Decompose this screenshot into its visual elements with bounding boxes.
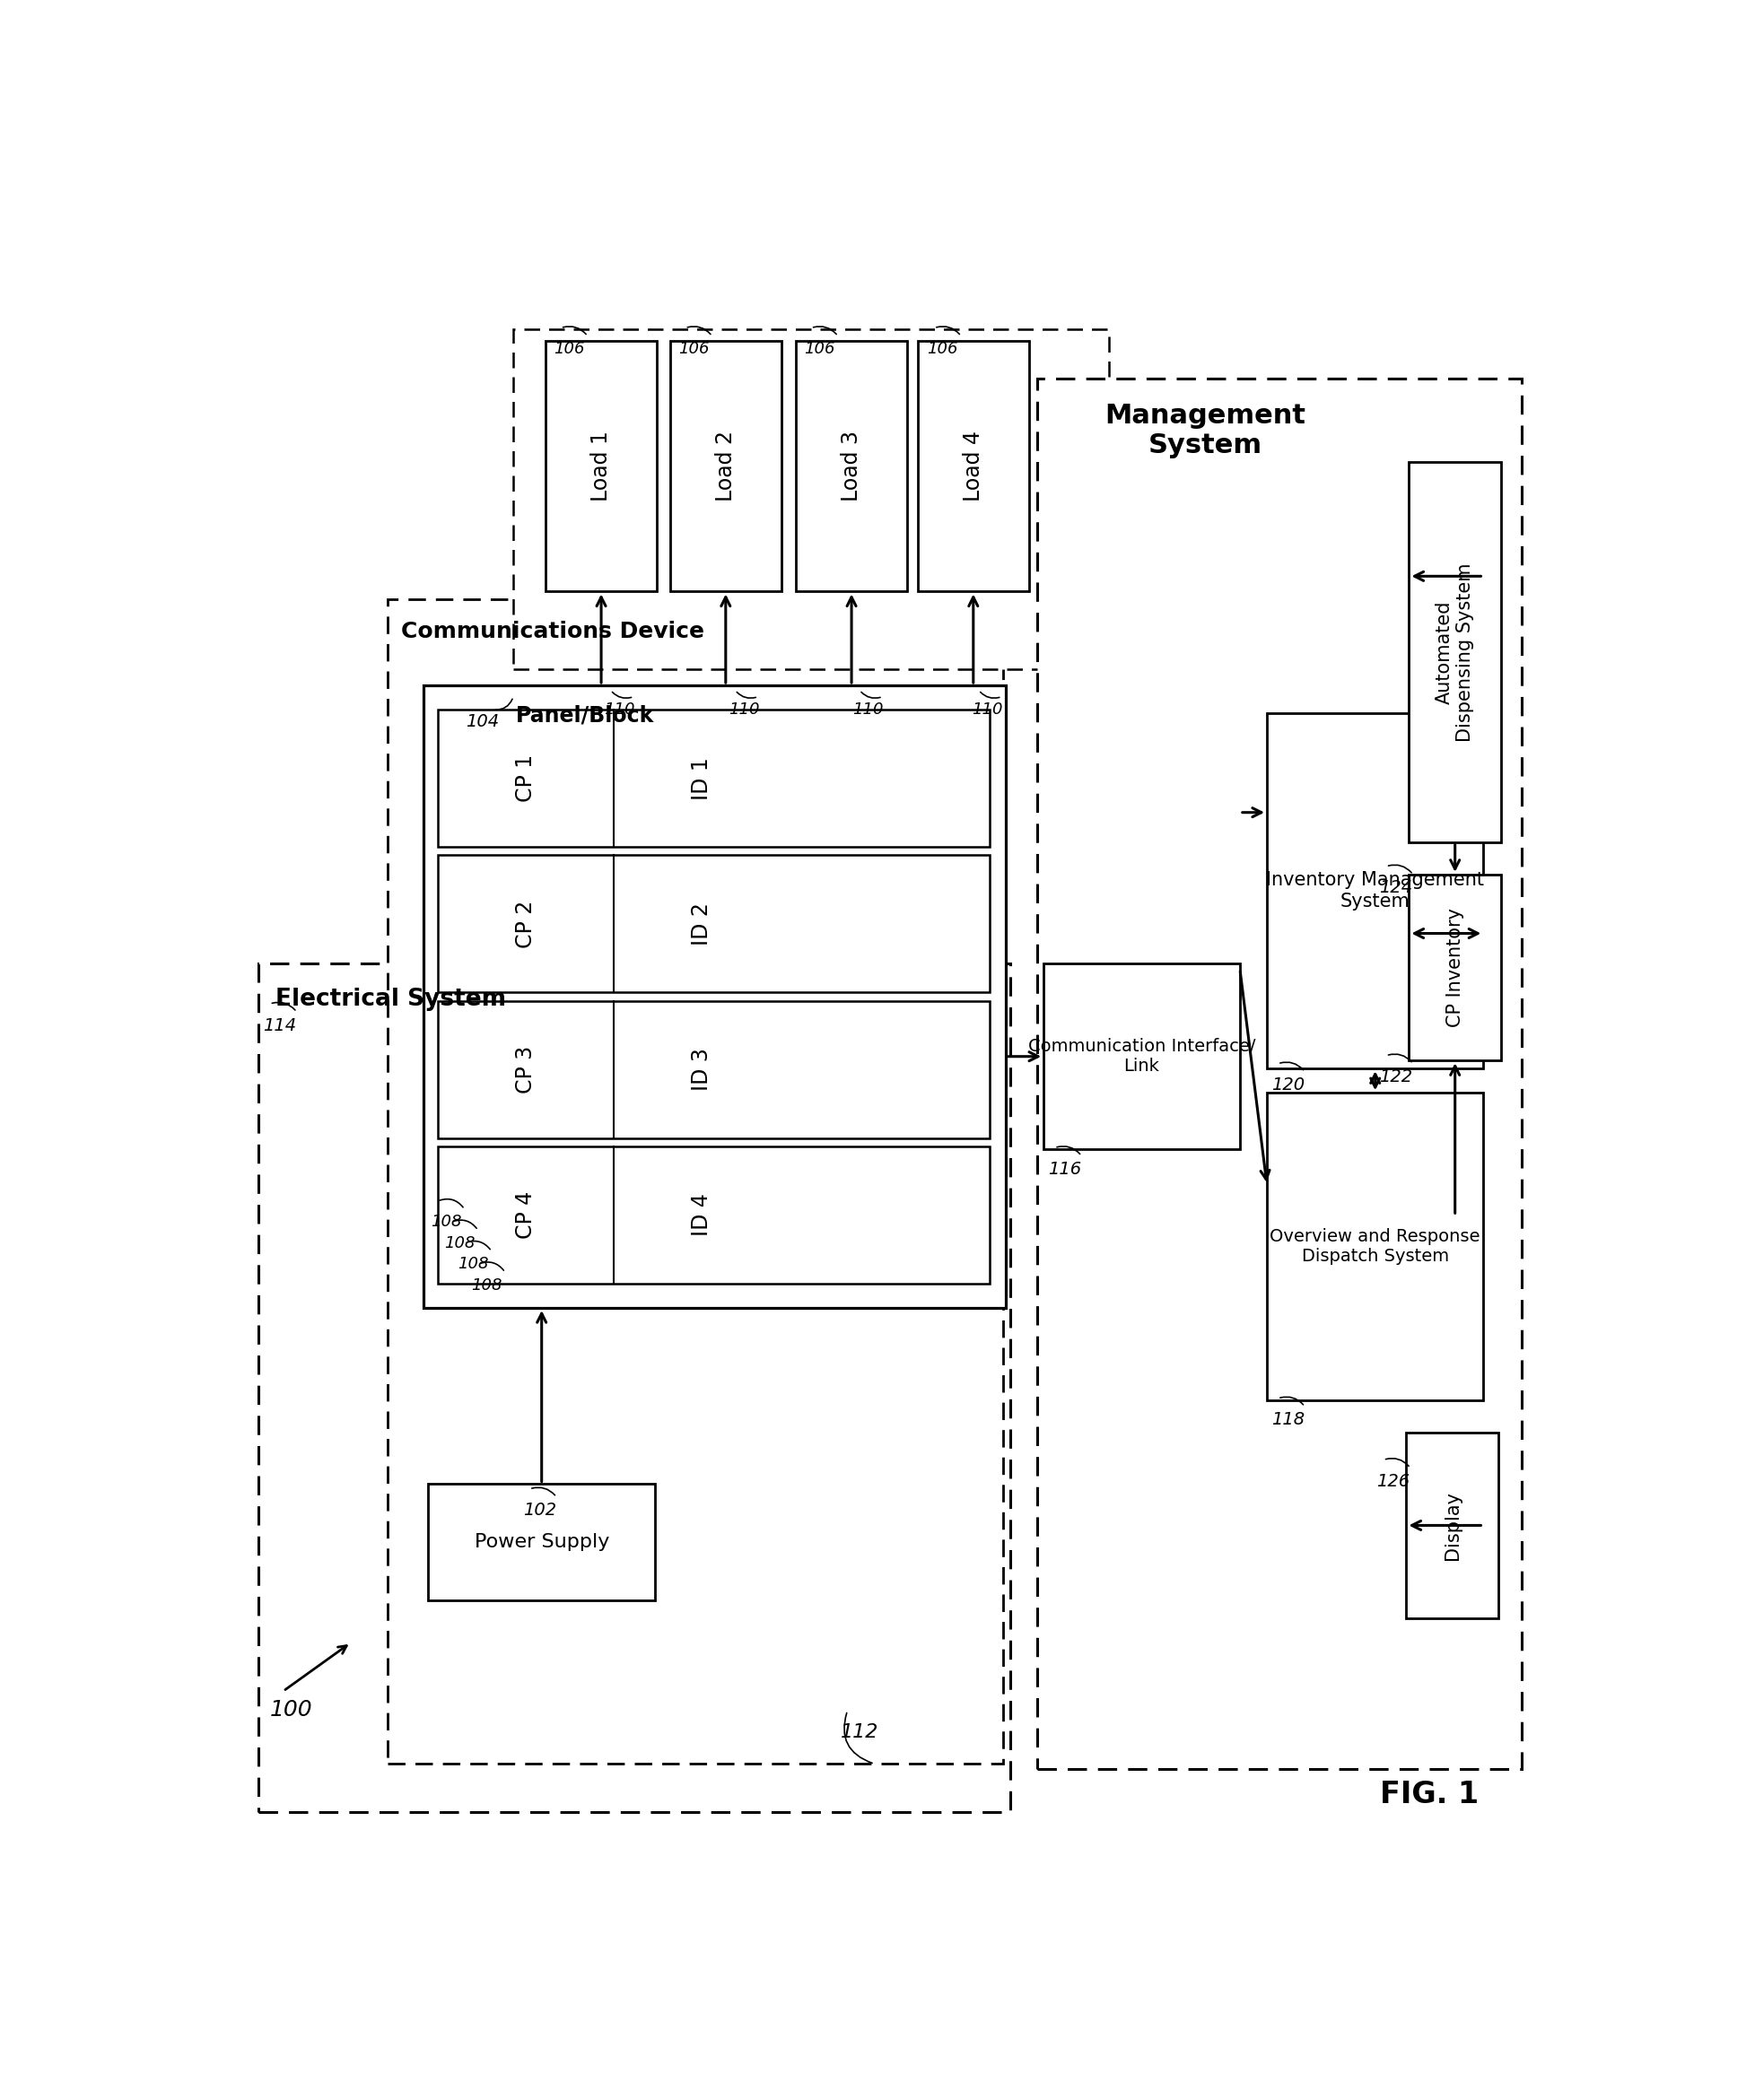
Text: Electrical System: Electrical System [276,987,506,1010]
Text: 110: 110 [852,701,883,718]
Bar [546,340,656,592]
Text: 106: 106 [927,340,959,357]
Text: 106: 106 [805,340,835,357]
Bar [438,710,990,846]
Text: Inventory Management
System: Inventory Management System [1266,872,1484,909]
Text: 110: 110 [604,701,636,718]
Bar [918,340,1028,592]
Text: 112: 112 [842,1724,878,1741]
Text: Automated
Dispensing System: Automated Dispensing System [1435,563,1474,741]
Text: CP Inventory: CP Inventory [1446,907,1463,1027]
Bar [1037,378,1521,1768]
Text: 124: 124 [1379,880,1413,897]
Text: 104: 104 [466,712,499,731]
Text: Load 1: Load 1 [590,430,611,502]
Bar [1409,874,1502,1060]
Text: 122: 122 [1379,1069,1413,1086]
Bar [438,1002,990,1138]
Text: CP 3: CP 3 [515,1046,536,1094]
Text: 102: 102 [522,1502,555,1518]
Bar [438,855,990,993]
Text: ID 3: ID 3 [691,1048,712,1090]
Text: Load 4: Load 4 [962,430,985,502]
Text: 108: 108 [431,1214,461,1231]
Text: CP 4: CP 4 [515,1191,536,1239]
Text: ID 2: ID 2 [691,903,712,945]
Bar [1044,964,1240,1149]
Text: 108: 108 [443,1235,475,1252]
Text: 118: 118 [1271,1411,1304,1428]
Text: 110: 110 [973,701,1002,718]
Bar [1406,1432,1498,1619]
Bar [388,601,1002,1764]
Text: Communications Device: Communications Device [402,622,704,643]
Text: 100: 100 [269,1699,313,1720]
Text: Panel/Block: Panel/Block [517,706,655,727]
Bar [428,1485,655,1600]
Text: 120: 120 [1271,1077,1304,1094]
Text: 106: 106 [679,340,709,357]
Text: Display: Display [1444,1491,1461,1560]
Bar [796,340,906,592]
Bar [1268,1092,1484,1401]
Bar [1409,462,1502,842]
Text: ID 4: ID 4 [691,1193,712,1237]
Bar [424,685,1006,1308]
Text: ID 1: ID 1 [691,756,712,800]
Text: Load 3: Load 3 [842,430,863,502]
Text: Overview and Response
Dispatch System: Overview and Response Dispatch System [1269,1228,1481,1264]
Text: 108: 108 [471,1277,503,1294]
Text: CP 2: CP 2 [515,901,536,947]
Bar [513,330,1109,670]
Text: 110: 110 [728,701,760,718]
Text: CP 1: CP 1 [515,754,536,802]
Text: 114: 114 [264,1016,297,1033]
Bar [1268,712,1484,1069]
Text: 108: 108 [457,1256,489,1273]
Text: Load 2: Load 2 [714,430,737,502]
Text: 116: 116 [1048,1161,1081,1178]
Bar [258,964,1009,1812]
Text: Power Supply: Power Supply [475,1533,609,1552]
Text: Management
System: Management System [1105,403,1306,458]
Bar [438,1147,990,1283]
Bar [670,340,780,592]
Text: 106: 106 [553,340,585,357]
Text: 126: 126 [1376,1472,1409,1489]
Text: FIG. 1: FIG. 1 [1379,1781,1479,1810]
Text: Communication Interface/
Link: Communication Interface/ Link [1028,1037,1255,1075]
